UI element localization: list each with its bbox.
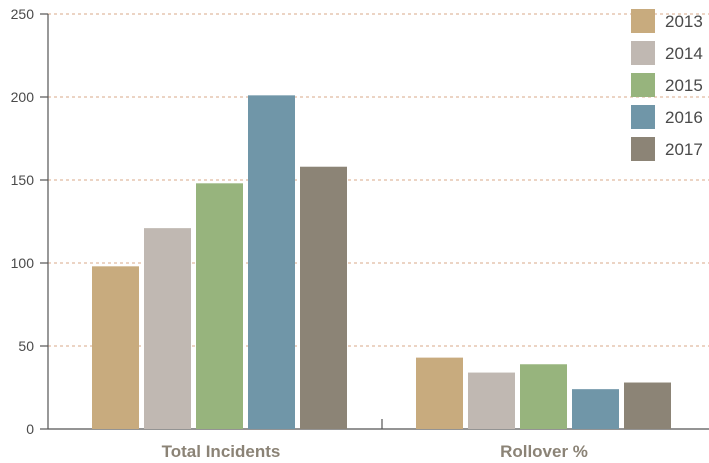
y-tick-label: 50 <box>18 338 34 354</box>
legend-label-2013: 2013 <box>665 12 703 31</box>
bar-2017-total-incidents <box>300 166 347 429</box>
y-tick-label: 250 <box>11 6 35 22</box>
legend-swatch-2014 <box>631 41 655 65</box>
bar-2016-total-incidents <box>248 95 295 429</box>
bars <box>92 95 671 429</box>
bar-2015-rollover <box>520 364 567 429</box>
legend-swatch-2016 <box>631 105 655 129</box>
legend: 2013 2014 2015 2016 2017 <box>631 9 703 161</box>
category-label-rollover: Rollover % <box>500 442 588 461</box>
y-tick-label: 150 <box>11 172 35 188</box>
category-label-total-incidents: Total Incidents <box>162 442 281 461</box>
legend-swatch-2013 <box>631 9 655 33</box>
category-labels: Total Incidents Rollover % <box>162 442 588 461</box>
legend-swatch-2017 <box>631 137 655 161</box>
y-tick-label: 0 <box>26 421 34 437</box>
bar-2013-total-incidents <box>92 266 139 429</box>
bar-2013-rollover <box>416 357 463 429</box>
legend-label-2017: 2017 <box>665 140 703 159</box>
bar-2016-rollover <box>572 389 619 429</box>
y-tick-label: 100 <box>11 255 35 271</box>
y-tick-label: 200 <box>11 89 35 105</box>
bar-2017-rollover <box>624 382 671 429</box>
bar-2014-rollover <box>468 372 515 429</box>
y-tick-labels: 0 50 100 150 200 250 <box>11 6 48 437</box>
legend-swatch-2015 <box>631 73 655 97</box>
legend-label-2014: 2014 <box>665 44 703 63</box>
legend-label-2016: 2016 <box>665 108 703 127</box>
legend-label-2015: 2015 <box>665 76 703 95</box>
bar-2014-total-incidents <box>144 228 191 429</box>
bar-2015-total-incidents <box>196 183 243 429</box>
